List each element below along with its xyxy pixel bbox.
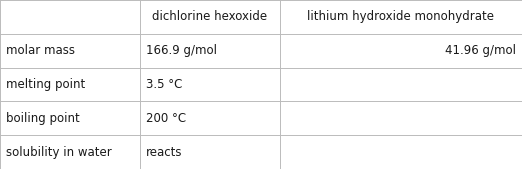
Text: 200 °C: 200 °C xyxy=(146,112,186,125)
Text: dichlorine hexoxide: dichlorine hexoxide xyxy=(152,10,267,23)
Text: molar mass: molar mass xyxy=(6,44,75,57)
Text: solubility in water: solubility in water xyxy=(6,146,112,159)
Text: 41.96 g/mol: 41.96 g/mol xyxy=(445,44,516,57)
Text: 3.5 °C: 3.5 °C xyxy=(146,78,183,91)
Text: melting point: melting point xyxy=(6,78,86,91)
Text: reacts: reacts xyxy=(146,146,183,159)
Text: boiling point: boiling point xyxy=(6,112,80,125)
Text: 166.9 g/mol: 166.9 g/mol xyxy=(146,44,217,57)
Text: lithium hydroxide monohydrate: lithium hydroxide monohydrate xyxy=(307,10,494,23)
